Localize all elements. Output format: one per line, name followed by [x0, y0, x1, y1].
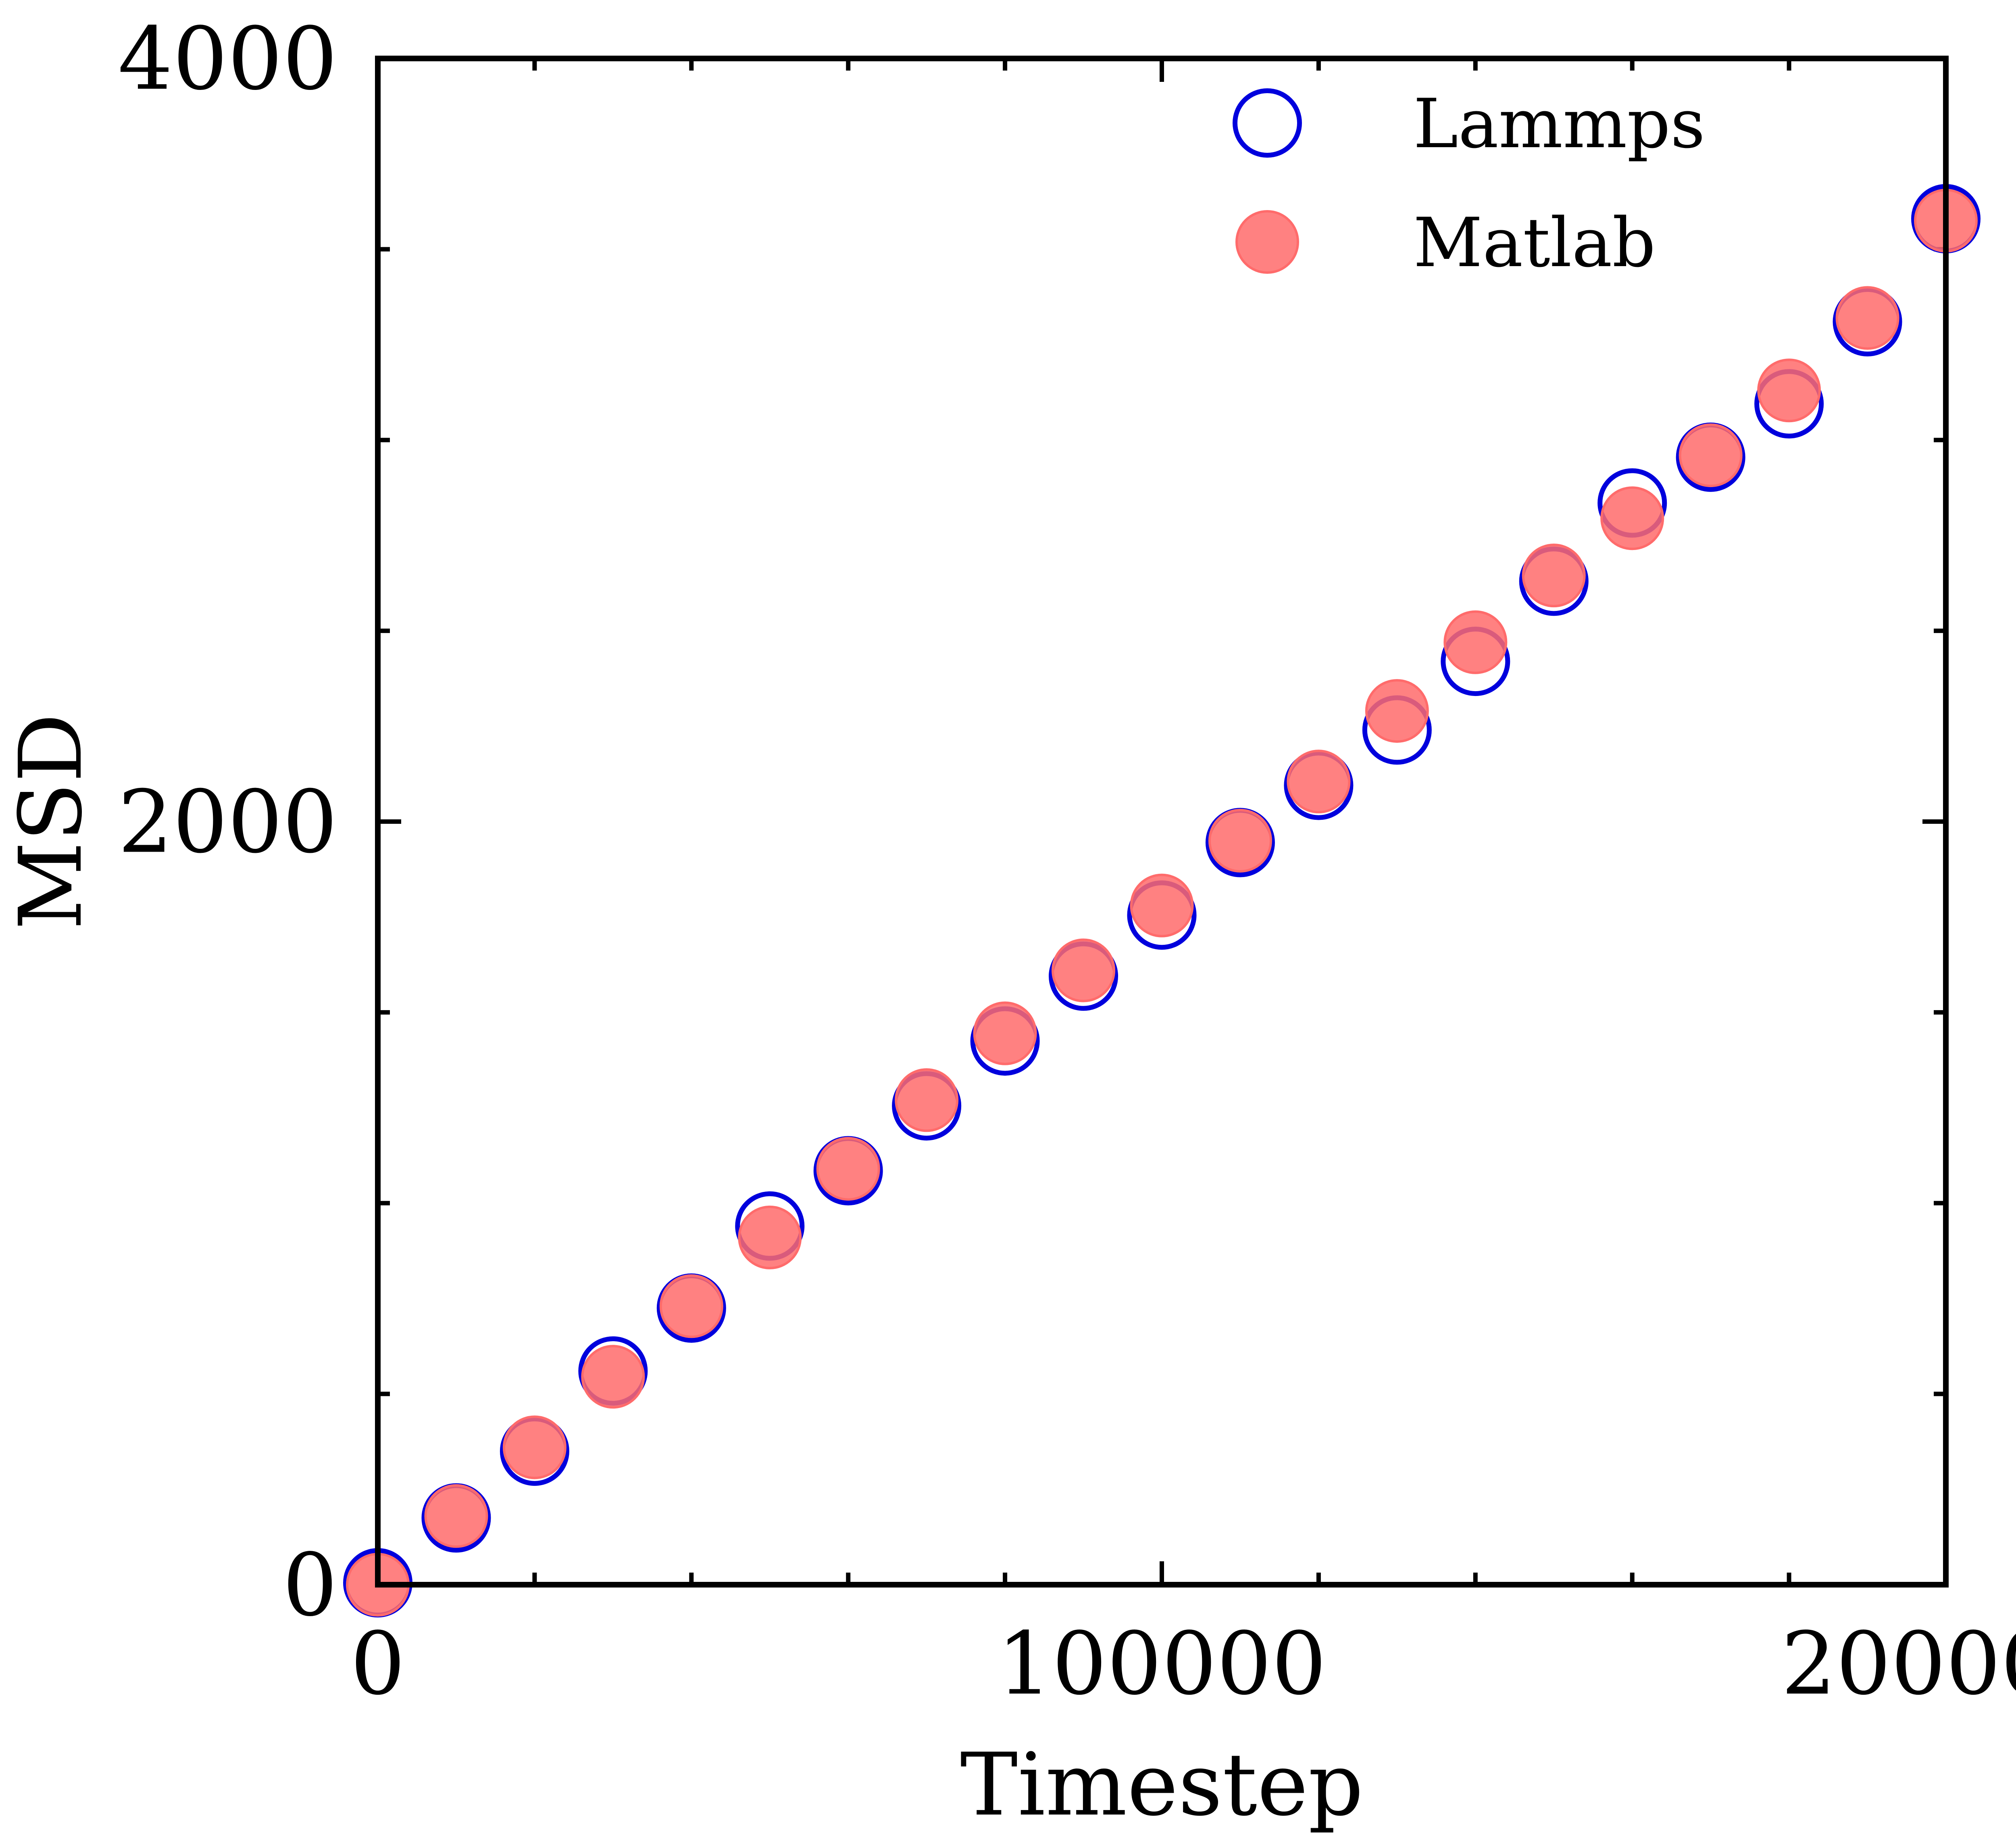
x-tick-label: 0: [350, 1614, 405, 1714]
legend-label-lammps: Lammps: [1413, 84, 1705, 163]
legend-marker-matlab: [1235, 210, 1299, 274]
matlab-point: [1443, 610, 1508, 674]
matlab-point: [1287, 750, 1351, 814]
tick-labels: 0 100000 200000 0 2000 4000: [118, 9, 2016, 1714]
matlab-point: [973, 1001, 1037, 1065]
legend-marker-lammps: [1233, 88, 1302, 158]
matlab-point: [424, 1484, 488, 1548]
matlab-point: [581, 1345, 645, 1409]
y-tick-label: 0: [283, 1535, 337, 1635]
legend: Lammps Matlab: [1233, 84, 1705, 282]
matlab-point: [1052, 938, 1116, 1002]
y-axis-label: MSD: [1, 713, 101, 930]
matlab-point: [1208, 808, 1272, 873]
matlab-point: [1757, 358, 1821, 423]
plot-frame: [375, 56, 1949, 1588]
x-tick-label: 200000: [1781, 1614, 2016, 1714]
matlab-point: [659, 1274, 723, 1338]
y-tick-label: 4000: [118, 9, 337, 109]
matlab-point: [1130, 873, 1194, 938]
legend-label-matlab: Matlab: [1413, 203, 1656, 282]
matlab-point: [502, 1415, 566, 1479]
matlab-point: [816, 1137, 880, 1201]
matlab-point: [895, 1068, 959, 1132]
series-matlab: [346, 189, 1978, 1617]
matlab-point: [1365, 679, 1429, 743]
matlab-point: [1835, 286, 1899, 350]
matlab-point: [1522, 544, 1586, 608]
matlab-point: [738, 1205, 802, 1269]
x-axis-label: Timestep: [960, 1735, 1363, 1835]
matlab-point: [1679, 423, 1743, 488]
y-tick-label: 2000: [118, 772, 337, 873]
matlab-point: [1600, 486, 1664, 550]
x-tick-label: 100000: [997, 1614, 1327, 1714]
